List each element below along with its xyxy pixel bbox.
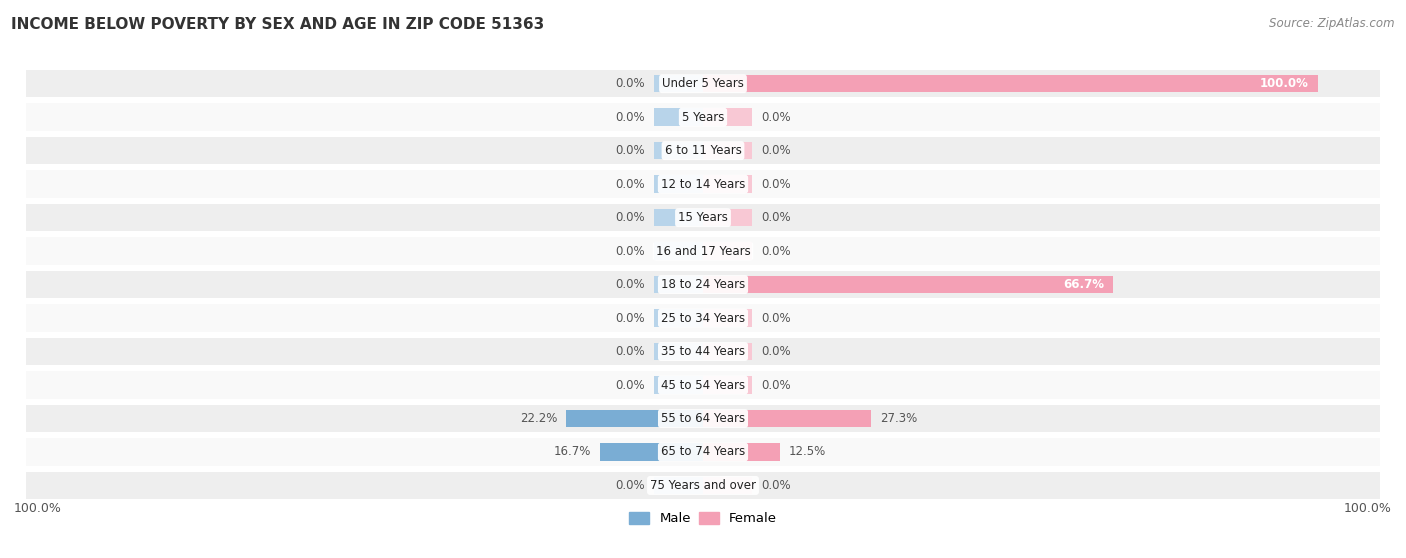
Bar <box>654 309 703 327</box>
Text: 12 to 14 Years: 12 to 14 Years <box>661 177 745 191</box>
Bar <box>27 137 1379 165</box>
Bar <box>27 170 1379 198</box>
Text: 16.7%: 16.7% <box>554 445 591 459</box>
Bar <box>703 209 752 227</box>
Text: 35 to 44 Years: 35 to 44 Years <box>661 345 745 358</box>
Bar <box>703 477 752 494</box>
Text: 0.0%: 0.0% <box>614 378 644 392</box>
Text: 5 Years: 5 Years <box>682 110 724 124</box>
Legend: Male, Female: Male, Female <box>624 507 782 531</box>
Text: 0.0%: 0.0% <box>762 211 792 224</box>
Bar <box>600 443 703 461</box>
Text: 66.7%: 66.7% <box>1063 278 1104 291</box>
Bar <box>703 75 1319 93</box>
Text: 0.0%: 0.0% <box>614 144 644 157</box>
Text: 0.0%: 0.0% <box>614 278 644 291</box>
Bar <box>27 438 1379 466</box>
Bar <box>654 242 703 260</box>
Bar <box>27 204 1379 232</box>
Text: 100.0%: 100.0% <box>14 502 62 515</box>
Bar <box>27 103 1379 131</box>
Text: 18 to 24 Years: 18 to 24 Years <box>661 278 745 291</box>
Text: 0.0%: 0.0% <box>614 211 644 224</box>
Bar <box>703 443 780 461</box>
Text: 75 Years and over: 75 Years and over <box>650 479 756 492</box>
Bar <box>654 343 703 360</box>
Bar <box>654 75 703 93</box>
Bar <box>703 276 1114 294</box>
Bar <box>703 108 752 126</box>
Text: 25 to 34 Years: 25 to 34 Years <box>661 311 745 325</box>
Text: 27.3%: 27.3% <box>880 412 917 425</box>
Text: 0.0%: 0.0% <box>762 110 792 124</box>
Bar <box>703 175 752 193</box>
Text: 22.2%: 22.2% <box>520 412 557 425</box>
Bar <box>654 477 703 494</box>
Text: 65 to 74 Years: 65 to 74 Years <box>661 445 745 459</box>
Text: 15 Years: 15 Years <box>678 211 728 224</box>
Text: 0.0%: 0.0% <box>762 479 792 492</box>
Bar <box>27 70 1379 98</box>
Bar <box>703 410 870 427</box>
Text: 0.0%: 0.0% <box>762 244 792 258</box>
Bar <box>567 410 703 427</box>
Bar <box>27 304 1379 332</box>
Bar <box>654 108 703 126</box>
Bar <box>703 242 752 260</box>
Text: 16 and 17 Years: 16 and 17 Years <box>655 244 751 258</box>
Text: 0.0%: 0.0% <box>762 144 792 157</box>
Text: 12.5%: 12.5% <box>789 445 827 459</box>
Text: 0.0%: 0.0% <box>614 177 644 191</box>
Text: 0.0%: 0.0% <box>614 311 644 325</box>
Bar <box>27 338 1379 365</box>
Bar <box>654 276 703 294</box>
Text: 0.0%: 0.0% <box>614 244 644 258</box>
Bar <box>703 343 752 360</box>
Text: 0.0%: 0.0% <box>762 345 792 358</box>
Text: INCOME BELOW POVERTY BY SEX AND AGE IN ZIP CODE 51363: INCOME BELOW POVERTY BY SEX AND AGE IN Z… <box>11 17 544 32</box>
Text: Source: ZipAtlas.com: Source: ZipAtlas.com <box>1270 17 1395 30</box>
Text: 100.0%: 100.0% <box>1344 502 1392 515</box>
Text: 0.0%: 0.0% <box>614 77 644 90</box>
Text: 0.0%: 0.0% <box>614 345 644 358</box>
Bar <box>654 175 703 193</box>
Bar <box>654 376 703 394</box>
Bar <box>703 309 752 327</box>
Text: 0.0%: 0.0% <box>762 177 792 191</box>
Text: 0.0%: 0.0% <box>614 110 644 124</box>
Bar <box>27 237 1379 265</box>
Bar <box>654 209 703 227</box>
Text: 55 to 64 Years: 55 to 64 Years <box>661 412 745 425</box>
Text: 0.0%: 0.0% <box>762 311 792 325</box>
Bar <box>27 472 1379 499</box>
Bar <box>703 142 752 160</box>
Bar <box>654 142 703 160</box>
Bar <box>27 371 1379 399</box>
Bar <box>27 271 1379 299</box>
Text: 0.0%: 0.0% <box>614 479 644 492</box>
Text: Under 5 Years: Under 5 Years <box>662 77 744 90</box>
Bar <box>703 376 752 394</box>
Text: 45 to 54 Years: 45 to 54 Years <box>661 378 745 392</box>
Text: 6 to 11 Years: 6 to 11 Years <box>665 144 741 157</box>
Text: 100.0%: 100.0% <box>1260 77 1309 90</box>
Bar <box>27 405 1379 432</box>
Text: 0.0%: 0.0% <box>762 378 792 392</box>
